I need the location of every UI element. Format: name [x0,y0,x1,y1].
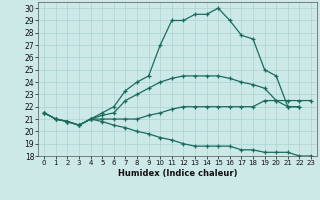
X-axis label: Humidex (Indice chaleur): Humidex (Indice chaleur) [118,169,237,178]
